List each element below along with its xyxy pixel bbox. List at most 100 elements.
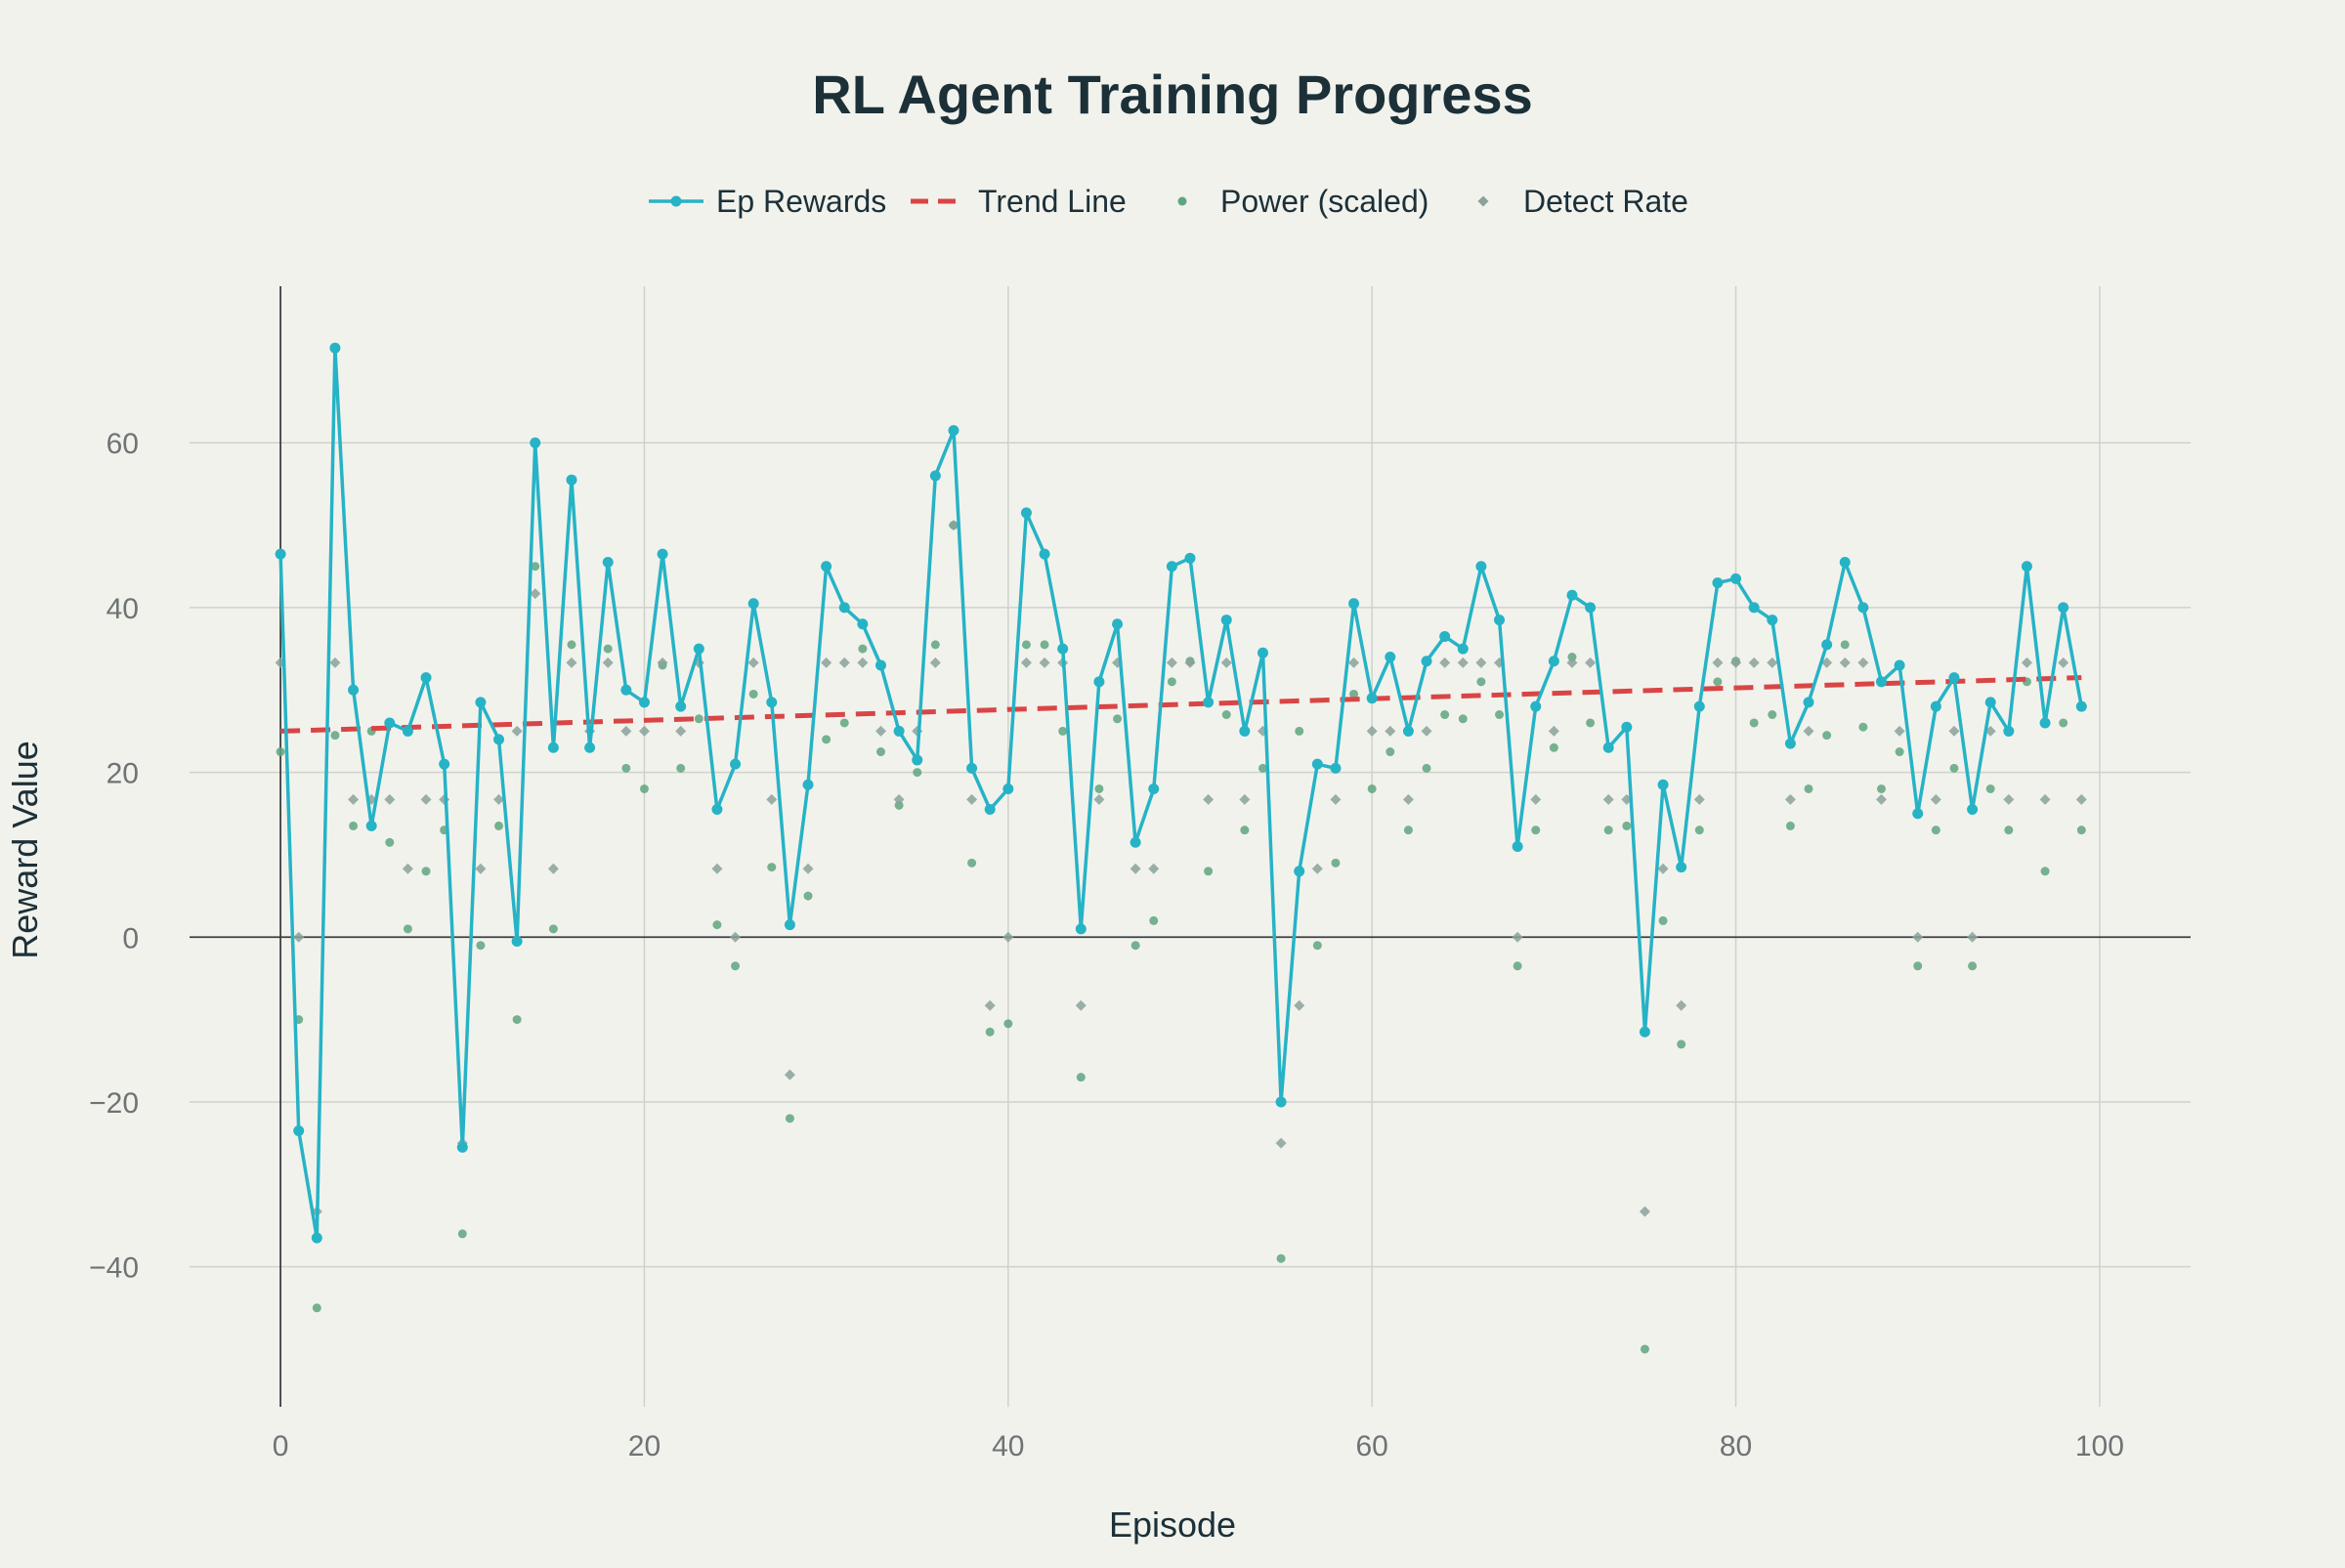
ep-rewards-point xyxy=(439,758,450,770)
legend-item[interactable]: Ep Rewards xyxy=(649,184,886,219)
detect-rate-point xyxy=(1875,793,1887,805)
ep-rewards-point xyxy=(602,557,614,569)
detect-rate-point xyxy=(966,793,978,805)
ep-rewards-point xyxy=(1621,721,1633,733)
detect-rate-point xyxy=(1839,657,1851,668)
power-point xyxy=(1549,742,1558,752)
power-point xyxy=(603,644,613,654)
ep-rewards-point xyxy=(984,804,996,816)
detect-rate-point xyxy=(1385,725,1396,737)
power-point xyxy=(822,735,831,744)
ep-rewards-point xyxy=(420,672,432,684)
legend-swatch-marker xyxy=(1177,196,1187,206)
ep-rewards-point xyxy=(1385,652,1396,663)
detect-rate-point xyxy=(2021,657,2032,668)
ep-rewards-point xyxy=(1548,656,1559,667)
detect-rate-point xyxy=(1948,725,1960,737)
ep-rewards-point xyxy=(1112,618,1124,630)
detect-rate-point xyxy=(638,725,650,737)
power-point xyxy=(1513,961,1522,971)
power-point xyxy=(476,941,486,951)
power-point xyxy=(1876,784,1886,793)
power-point xyxy=(1804,784,1813,793)
detect-rate-point xyxy=(802,863,814,874)
power-point xyxy=(1386,747,1395,757)
ep-rewards-point xyxy=(1712,577,1724,589)
y-tick-label: 0 xyxy=(122,922,139,954)
ep-rewards-point xyxy=(402,725,413,737)
ep-rewards-point xyxy=(711,804,723,816)
ep-rewards-point xyxy=(1475,561,1487,572)
power-point xyxy=(567,640,576,650)
legend-item[interactable]: Power (scaled) xyxy=(1177,184,1429,219)
x-tick-label: 0 xyxy=(273,1430,289,1462)
legend-item[interactable]: Detect Rate xyxy=(1477,184,1688,219)
ep-rewards-point xyxy=(2075,700,2087,712)
detect-rate-point xyxy=(1984,725,1996,737)
power-point xyxy=(1403,826,1413,835)
ep-rewards-point xyxy=(638,697,650,708)
y-axis-label: Reward Value xyxy=(5,741,45,958)
ep-rewards-point xyxy=(948,425,959,437)
power-point xyxy=(1331,858,1341,868)
x-tick-label: 60 xyxy=(1355,1430,1387,1462)
power-point xyxy=(639,784,649,793)
power-point xyxy=(913,768,922,778)
detect-rate-point xyxy=(1566,657,1578,668)
x-tick-label: 100 xyxy=(2075,1430,2124,1462)
y-tick-label: −40 xyxy=(89,1252,139,1285)
power-point xyxy=(1985,784,1995,793)
power-point xyxy=(1822,731,1832,741)
detect-rate-point xyxy=(566,657,577,668)
ep-rewards-point xyxy=(1439,630,1451,642)
legend-label: Trend Line xyxy=(978,184,1127,219)
power-point xyxy=(1458,714,1468,724)
detect-rate-point xyxy=(766,793,778,805)
detect-rate-point xyxy=(1275,1137,1287,1149)
detect-rate-point xyxy=(1602,793,1614,805)
power-point xyxy=(967,858,977,868)
detect-rate-point xyxy=(1402,793,1414,805)
detect-rate-point xyxy=(657,657,668,668)
ep-rewards-point xyxy=(1257,647,1268,658)
detect-rate-point xyxy=(1894,725,1905,737)
ep-rewards-point xyxy=(1075,923,1087,935)
legend-item[interactable]: Trend Line xyxy=(911,184,1127,219)
ep-rewards-point xyxy=(893,725,905,737)
ep-rewards-point xyxy=(1585,602,1597,614)
legend-label: Power (scaled) xyxy=(1220,184,1428,219)
detect-rate-point xyxy=(1020,657,1032,668)
power-point xyxy=(1840,640,1850,650)
detect-rate-point xyxy=(1857,657,1869,668)
detect-rate-point xyxy=(821,657,832,668)
power-point xyxy=(803,891,813,901)
detect-rate-point xyxy=(1712,657,1724,668)
ep-rewards-point xyxy=(566,474,577,486)
power-point xyxy=(694,714,704,724)
ep-rewards-point xyxy=(747,598,759,610)
ep-rewards-point xyxy=(1366,693,1378,704)
power-point xyxy=(531,562,540,572)
power-point xyxy=(1968,961,1978,971)
power-point xyxy=(1422,763,1431,773)
ep-rewards-point xyxy=(1057,643,1069,655)
ep-rewards-point xyxy=(1693,700,1705,712)
ep-rewards-point xyxy=(1348,598,1360,610)
detect-rate-point xyxy=(675,725,687,737)
x-tick-label: 40 xyxy=(992,1430,1024,1462)
power-point xyxy=(1658,915,1668,925)
ep-rewards-point xyxy=(2039,717,2051,729)
ep-rewards-point xyxy=(1894,659,1905,671)
ep-rewards-point xyxy=(1839,557,1851,569)
ep-rewards-point xyxy=(2003,725,2015,737)
ep-rewards-point xyxy=(293,1124,305,1136)
power-point xyxy=(930,640,940,650)
ep-rewards-point xyxy=(1602,742,1614,753)
series-ep-rewards xyxy=(275,342,2087,1244)
power-point xyxy=(2059,718,2068,728)
detect-rate-point xyxy=(420,793,432,805)
power-point xyxy=(1003,1019,1013,1029)
ep-rewards-point xyxy=(1184,552,1196,564)
power-point xyxy=(1713,677,1723,687)
detect-rate-point xyxy=(1693,793,1705,805)
